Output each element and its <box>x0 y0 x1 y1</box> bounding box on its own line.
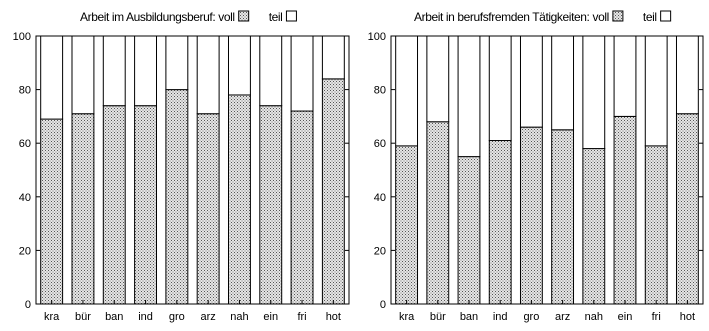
bar-teil-nah <box>582 35 606 150</box>
x-category-label: kra <box>399 311 415 323</box>
chart-title: Arbeit in berufsfremden Tätigkeiten: <box>414 10 590 24</box>
y-tick-label: 40 <box>374 192 386 204</box>
x-category-label: ban <box>460 311 478 323</box>
bar-voll-kra <box>395 145 419 305</box>
legend-swatch-teil <box>285 10 297 22</box>
bar-voll-ind <box>134 105 158 305</box>
bar-voll-arz <box>551 129 575 305</box>
bar-voll-bür <box>71 113 95 305</box>
x-category-label: ind <box>493 311 508 323</box>
bar-teil-ind <box>134 35 158 107</box>
bar-teil-arz <box>196 35 220 115</box>
bar-voll-bür <box>426 121 450 305</box>
x-category-label: fri <box>297 311 306 323</box>
chart-panel-2: Arbeit in berufsfremden Tätigkeiten: voll… <box>368 10 704 323</box>
plot-frame <box>390 35 704 305</box>
bar-teil-ban <box>102 35 126 107</box>
bar-teil-ban <box>457 35 481 158</box>
bar-teil-ein <box>613 35 637 117</box>
bar-voll-ein <box>259 105 283 305</box>
bar-voll-ind <box>488 140 512 305</box>
bar-voll-ban <box>457 156 481 305</box>
x-category-label: gro <box>523 311 539 323</box>
x-category-label: hot <box>326 311 341 323</box>
bar-teil-nah <box>227 35 251 96</box>
legend-swatch-teil <box>660 10 672 22</box>
x-category-label: nah <box>585 311 603 323</box>
bar-teil-gro <box>165 35 189 91</box>
x-category-label: arz <box>555 311 570 323</box>
bar-teil-fri <box>290 35 314 112</box>
bar-teil-hot <box>675 35 699 115</box>
x-category-label: arz <box>201 311 216 323</box>
chart-panel-1: Arbeit im Ausbildungsberuf: voll teil 0 20 40… <box>13 10 350 323</box>
bar-voll-hot <box>321 78 345 305</box>
x-category-label: nah <box>230 311 248 323</box>
x-category-label: ban <box>105 311 123 323</box>
x-category-label: ein <box>618 311 633 323</box>
legend-label-voll: voll <box>218 10 234 24</box>
bar-voll-ein <box>613 115 637 305</box>
bar-voll-nah <box>227 94 251 305</box>
bar-teil-fri <box>644 35 668 147</box>
y-tick-label: 80 <box>19 85 31 97</box>
x-category-label: fri <box>652 311 661 323</box>
x-category-label: bür <box>430 311 446 323</box>
legend-label-teil: teil <box>643 10 657 24</box>
bar-teil-kra <box>395 35 419 147</box>
x-category-label: ein <box>263 311 278 323</box>
bar-teil-gro <box>519 35 543 128</box>
legend-label-teil: teil <box>269 10 283 24</box>
y-tick-label: 80 <box>374 85 386 97</box>
y-tick-label: 0 <box>380 299 386 311</box>
bar-teil-hot <box>321 35 345 80</box>
y-tick-label: 20 <box>374 245 386 257</box>
y-tick-label: 60 <box>19 138 31 150</box>
bar-teil-ind <box>488 35 512 142</box>
bar-teil-bür <box>71 35 95 115</box>
bar-teil-ein <box>259 35 283 107</box>
plot-frame <box>35 35 350 305</box>
y-tick-label: 100 <box>13 31 31 43</box>
bar-voll-arz <box>196 113 220 305</box>
y-tick-label: 40 <box>19 192 31 204</box>
x-category-label: gro <box>169 311 185 323</box>
chart-title: Arbeit im Ausbildungsberuf: <box>80 10 215 24</box>
x-category-label: hot <box>680 311 695 323</box>
legend-label-voll: voll <box>592 10 608 24</box>
x-category-label: kra <box>44 311 60 323</box>
bar-voll-gro <box>519 126 543 305</box>
bar-voll-gro <box>165 89 189 305</box>
y-tick-label: 20 <box>19 245 31 257</box>
bar-teil-bür <box>426 35 450 123</box>
bar-voll-nah <box>582 148 606 305</box>
legend-swatch-voll <box>238 10 250 22</box>
y-tick-label: 100 <box>368 31 386 43</box>
bar-voll-fri <box>644 145 668 305</box>
bar-voll-fri <box>290 110 314 305</box>
y-tick-label: 60 <box>374 138 386 150</box>
bar-teil-arz <box>551 35 575 131</box>
x-category-label: ind <box>138 311 153 323</box>
bar-voll-hot <box>675 113 699 305</box>
x-category-label: bür <box>75 311 91 323</box>
y-tick-label: 0 <box>25 299 31 311</box>
bar-teil-kra <box>40 35 64 120</box>
bar-voll-ban <box>102 105 126 305</box>
legend-swatch-voll <box>612 10 624 22</box>
bar-voll-kra <box>40 118 64 305</box>
